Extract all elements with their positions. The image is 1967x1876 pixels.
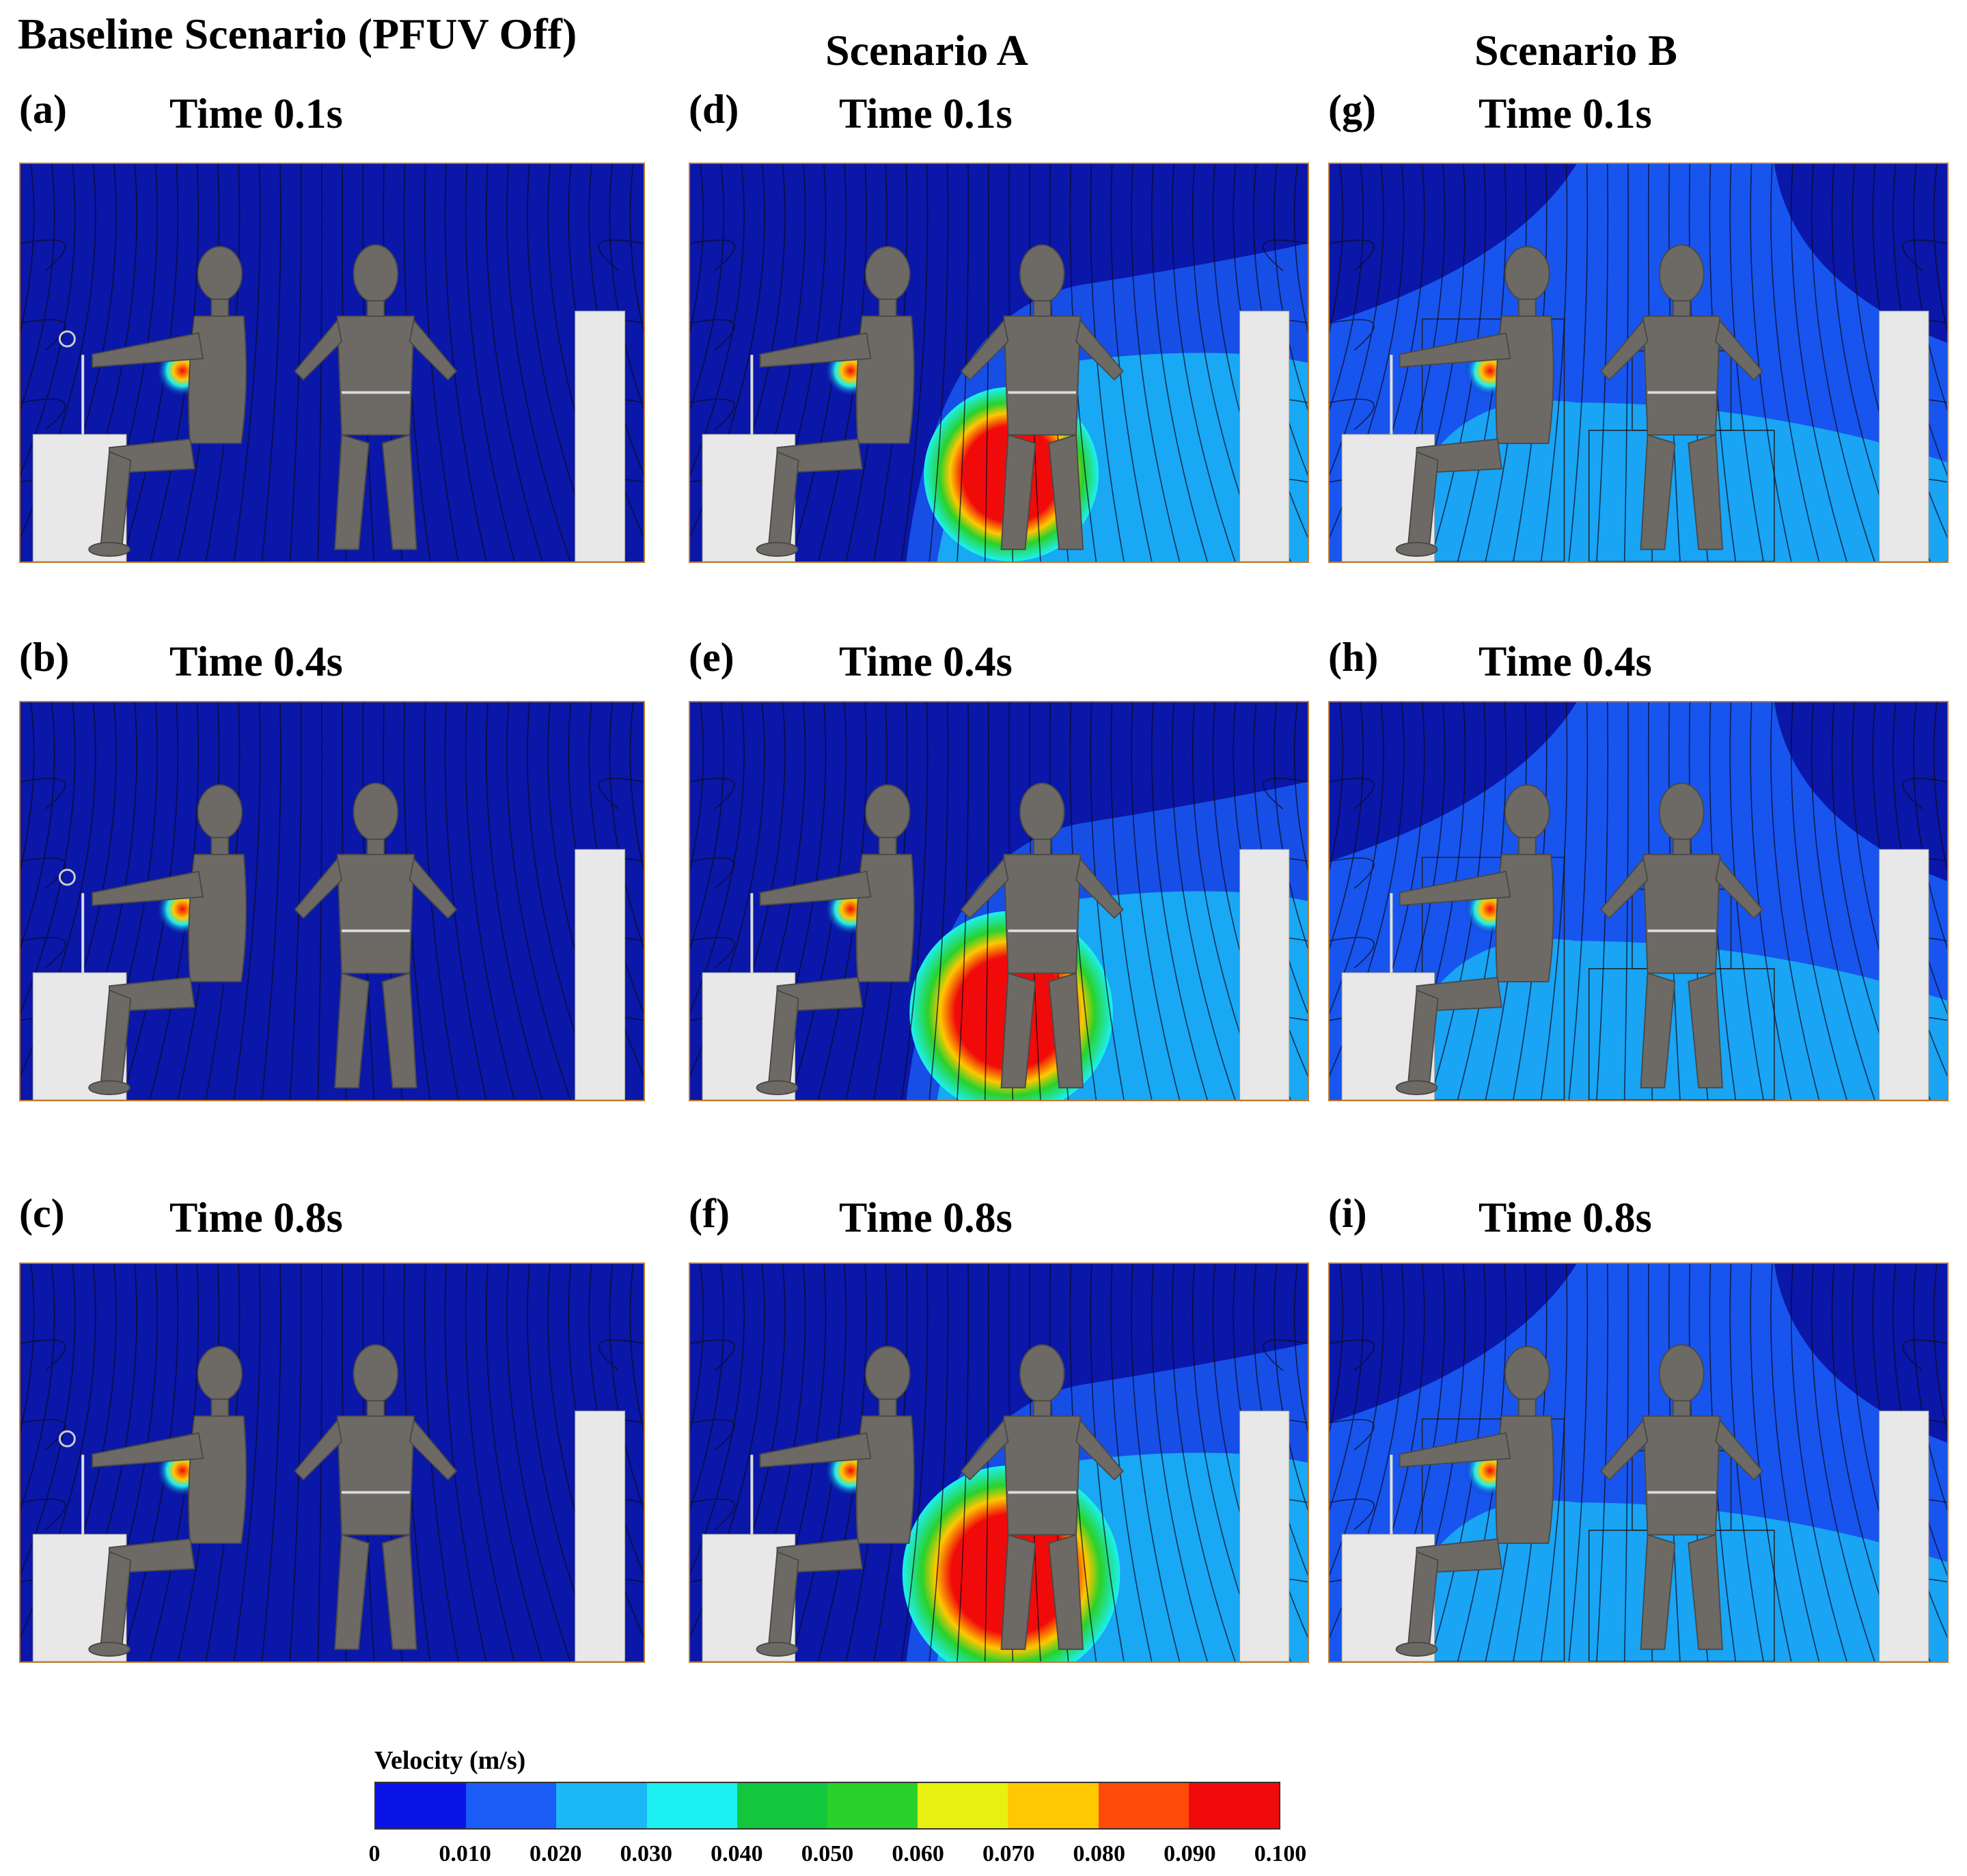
panel-time: Time 0.8s <box>1478 1195 1652 1241</box>
seated-person-left <box>1395 784 1554 1096</box>
seated-person-left <box>756 1346 915 1657</box>
seated-person-right <box>1599 244 1763 551</box>
seated-person-right <box>294 1344 458 1651</box>
seated-person-left <box>756 246 915 557</box>
colorbar-tick-label: 0.050 <box>801 1841 854 1866</box>
panel-time: Time 0.8s <box>169 1195 343 1241</box>
panel-label: (c) <box>19 1191 65 1236</box>
panel-label: (g) <box>1328 87 1376 132</box>
colorbar-tick-label: 0.010 <box>439 1841 491 1866</box>
velocity-contour-panel <box>19 701 645 1101</box>
colorbar-tick-label: 0.070 <box>982 1841 1035 1866</box>
colorbar-tick-label: 0.080 <box>1073 1841 1126 1866</box>
seated-person-left <box>1395 246 1554 557</box>
colorbar-segment <box>737 1783 828 1828</box>
cabinet <box>1239 310 1290 562</box>
outlet-marker <box>58 330 76 348</box>
seated-person-right <box>960 244 1124 551</box>
seated-person-right <box>1599 1344 1763 1651</box>
colorbar-segment <box>827 1783 918 1828</box>
velocity-contour-panel <box>689 1263 1309 1663</box>
velocity-contour-panel <box>1328 163 1949 563</box>
panel-time: Time 0.4s <box>169 639 343 685</box>
colorbar-tick-label: 0.100 <box>1254 1841 1307 1866</box>
colorbar-tick-label: 0.020 <box>529 1841 582 1866</box>
colorbar-tick-label: 0.090 <box>1164 1841 1216 1866</box>
colorbar-segment <box>556 1783 647 1828</box>
colorbar-tick-label: 0.040 <box>711 1841 763 1866</box>
cabinet <box>575 1410 626 1661</box>
panel-label: (e) <box>689 635 734 680</box>
panel-label: (b) <box>19 635 70 680</box>
panel-label: (f) <box>689 1191 730 1236</box>
seated-person-right <box>294 782 458 1089</box>
column-title-scenario-a: Scenario A <box>825 26 1028 74</box>
colorbar-title: Velocity (m/s) <box>374 1746 526 1775</box>
cabinet <box>575 310 626 562</box>
panel-time: Time 0.1s <box>1478 91 1652 137</box>
seated-person-left <box>756 784 915 1096</box>
panel-time: Time 0.1s <box>839 91 1013 137</box>
figure-title: Baseline Scenario (PFUV Off) <box>18 10 577 58</box>
seated-person-left <box>88 246 247 557</box>
cabinet <box>1239 1410 1290 1661</box>
panel-time: Time 0.4s <box>839 639 1013 685</box>
cabinet <box>1879 310 1929 562</box>
outlet-marker <box>58 1430 76 1448</box>
panel-label: (h) <box>1328 635 1379 680</box>
panel-time: Time 0.4s <box>1478 639 1652 685</box>
seated-person-right <box>960 1344 1124 1651</box>
cabinet <box>1239 849 1290 1100</box>
outlet-marker <box>58 868 76 886</box>
colorbar-tick-label: 0.060 <box>892 1841 944 1866</box>
velocity-contour-panel <box>689 163 1309 563</box>
velocity-contour-panel <box>19 163 645 563</box>
seated-person-left <box>88 784 247 1096</box>
panel-label: (d) <box>689 87 739 132</box>
colorbar-segment <box>646 1783 737 1828</box>
velocity-contour-panel <box>1328 1263 1949 1663</box>
colorbar-segment <box>1098 1783 1189 1828</box>
panel-time: Time 0.1s <box>169 91 343 137</box>
velocity-contour-panel <box>19 1263 645 1663</box>
colorbar-segment <box>376 1783 467 1828</box>
colorbar-segment <box>918 1783 1008 1828</box>
colorbar-segment <box>1008 1783 1099 1828</box>
seated-person-right <box>960 782 1124 1089</box>
velocity-contour-panel <box>1328 701 1949 1101</box>
panel-label: (i) <box>1328 1191 1367 1236</box>
colorbar-segment <box>1188 1783 1280 1828</box>
column-title-scenario-b: Scenario B <box>1474 26 1677 74</box>
cabinet <box>575 849 626 1100</box>
cabinet <box>1879 849 1929 1100</box>
colorbar-tick-label: 0.030 <box>620 1841 673 1866</box>
seated-person-right <box>1599 782 1763 1089</box>
colorbar-segment <box>466 1783 557 1828</box>
velocity-contour-panel <box>689 701 1309 1101</box>
seated-person-right <box>294 244 458 551</box>
seated-person-left <box>1395 1346 1554 1657</box>
panel-label: (a) <box>19 87 67 132</box>
colorbar-tick-label: 0 <box>368 1841 381 1866</box>
panel-time: Time 0.8s <box>839 1195 1013 1241</box>
seated-person-left <box>88 1346 247 1657</box>
cabinet <box>1879 1410 1929 1661</box>
colorbar <box>374 1782 1280 1830</box>
